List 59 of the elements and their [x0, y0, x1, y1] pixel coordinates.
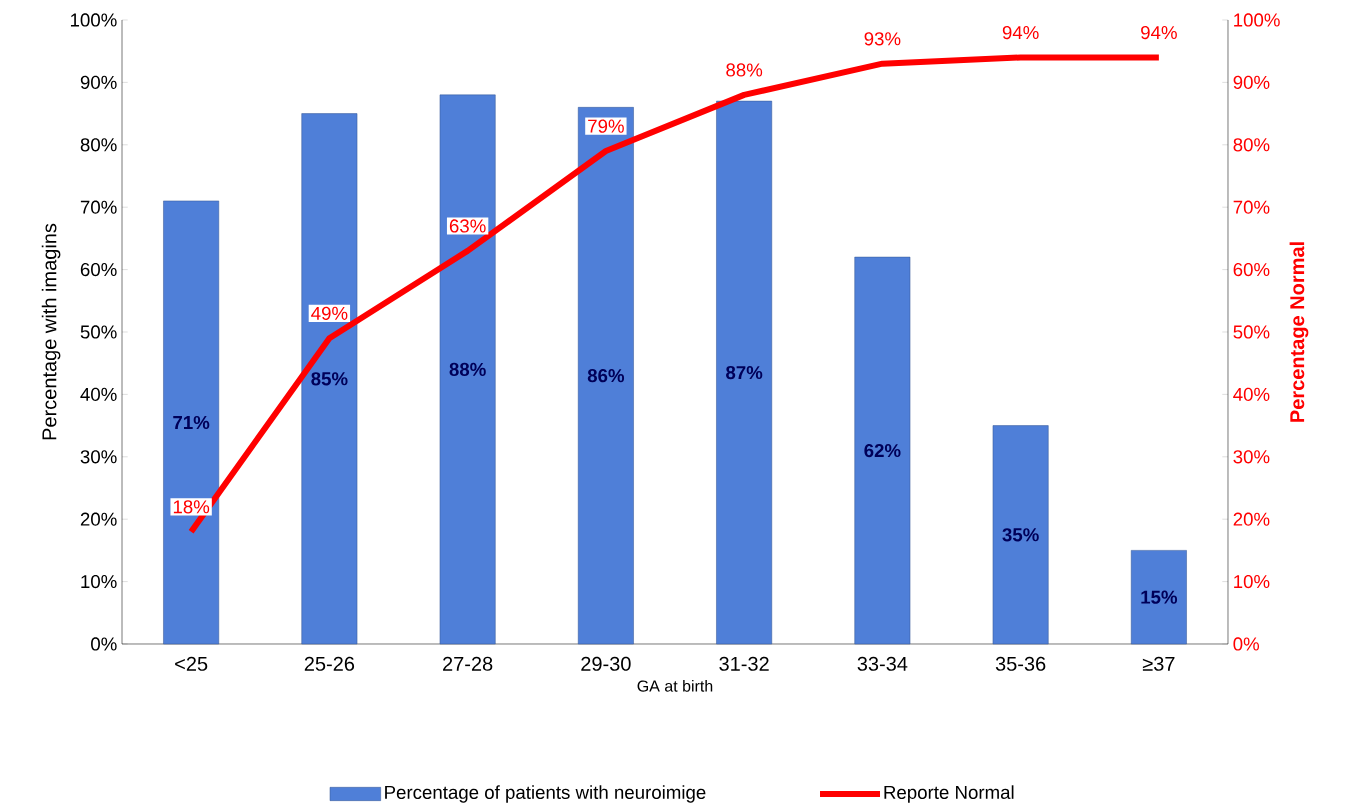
data-label: 94%	[1141, 25, 1177, 40]
y2-tick-label: 90%	[1233, 75, 1270, 89]
bar	[992, 425, 1049, 645]
data-label: 35%	[1002, 528, 1039, 542]
data-label: 88%	[449, 362, 486, 377]
y-tick-label: 70%	[80, 200, 117, 214]
x-axis-title: GA at birth	[637, 680, 713, 692]
y-tick-label: 60%	[80, 262, 117, 277]
legend-label: Percentage of patients with neuroimige	[385, 785, 706, 803]
y-axis-title: Percentage with imagins	[41, 223, 61, 440]
data-label: 49%	[311, 306, 348, 320]
y2-tick-label: 0%	[1233, 637, 1260, 651]
x-tick-label: ≥37	[1142, 656, 1175, 671]
data-label: 87%	[726, 365, 763, 380]
bar	[854, 256, 911, 645]
data-label: 88%	[726, 63, 763, 77]
y-tick-label: 90%	[80, 75, 117, 89]
data-label: 79%	[588, 119, 624, 133]
x-tick-label: 31-32	[719, 656, 769, 671]
y2-tick-label: 10%	[1234, 574, 1270, 589]
y-tick-label: 100%	[70, 13, 117, 27]
y-tick-label: 30%	[80, 450, 117, 464]
bar	[716, 100, 773, 645]
y2-tick-label: 70%	[1233, 200, 1270, 214]
y-tick-label: 80%	[80, 138, 117, 152]
y2-tick-label: 50%	[1233, 325, 1270, 339]
y2-tick-label: 80%	[1233, 138, 1270, 152]
x-tick-label: 27-28	[443, 656, 493, 671]
bar	[1130, 550, 1187, 645]
y-tick-label: 20%	[80, 512, 117, 526]
data-label: 94%	[1002, 25, 1039, 40]
y2-tick-label: 60%	[1233, 262, 1270, 277]
y2-tick-label: 100%	[1234, 13, 1280, 27]
data-label: 71%	[173, 415, 210, 430]
data-label: 93%	[864, 32, 901, 46]
legend-label: Reporte Normal	[884, 785, 1014, 803]
data-label: 85%	[311, 372, 348, 386]
y-tick-label: 40%	[80, 387, 117, 401]
y2-axis-title: Percentage Normal	[1289, 242, 1309, 422]
y2-tick-label: 40%	[1233, 387, 1270, 401]
bar	[439, 94, 496, 645]
y-tick-label: 0%	[91, 637, 117, 651]
y-tick-label: 10%	[81, 574, 117, 589]
data-label: 86%	[587, 369, 625, 383]
y-tick-label: 50%	[80, 325, 117, 339]
x-tick-label: <25	[175, 656, 208, 671]
data-label: 15%	[1141, 590, 1178, 604]
data-label: 62%	[864, 443, 901, 458]
bar	[163, 200, 220, 645]
x-tick-label: 25-26	[304, 656, 355, 671]
data-label: 63%	[449, 219, 486, 233]
x-tick-label: 35-36	[995, 656, 1046, 671]
x-tick-label: 33-34	[857, 656, 908, 671]
bar	[301, 113, 358, 645]
y2-tick-label: 20%	[1233, 512, 1270, 526]
y2-tick-label: 30%	[1233, 450, 1270, 464]
x-tick-label: 29-30	[581, 656, 631, 671]
data-label: 18%	[173, 500, 210, 514]
bar	[577, 107, 634, 645]
